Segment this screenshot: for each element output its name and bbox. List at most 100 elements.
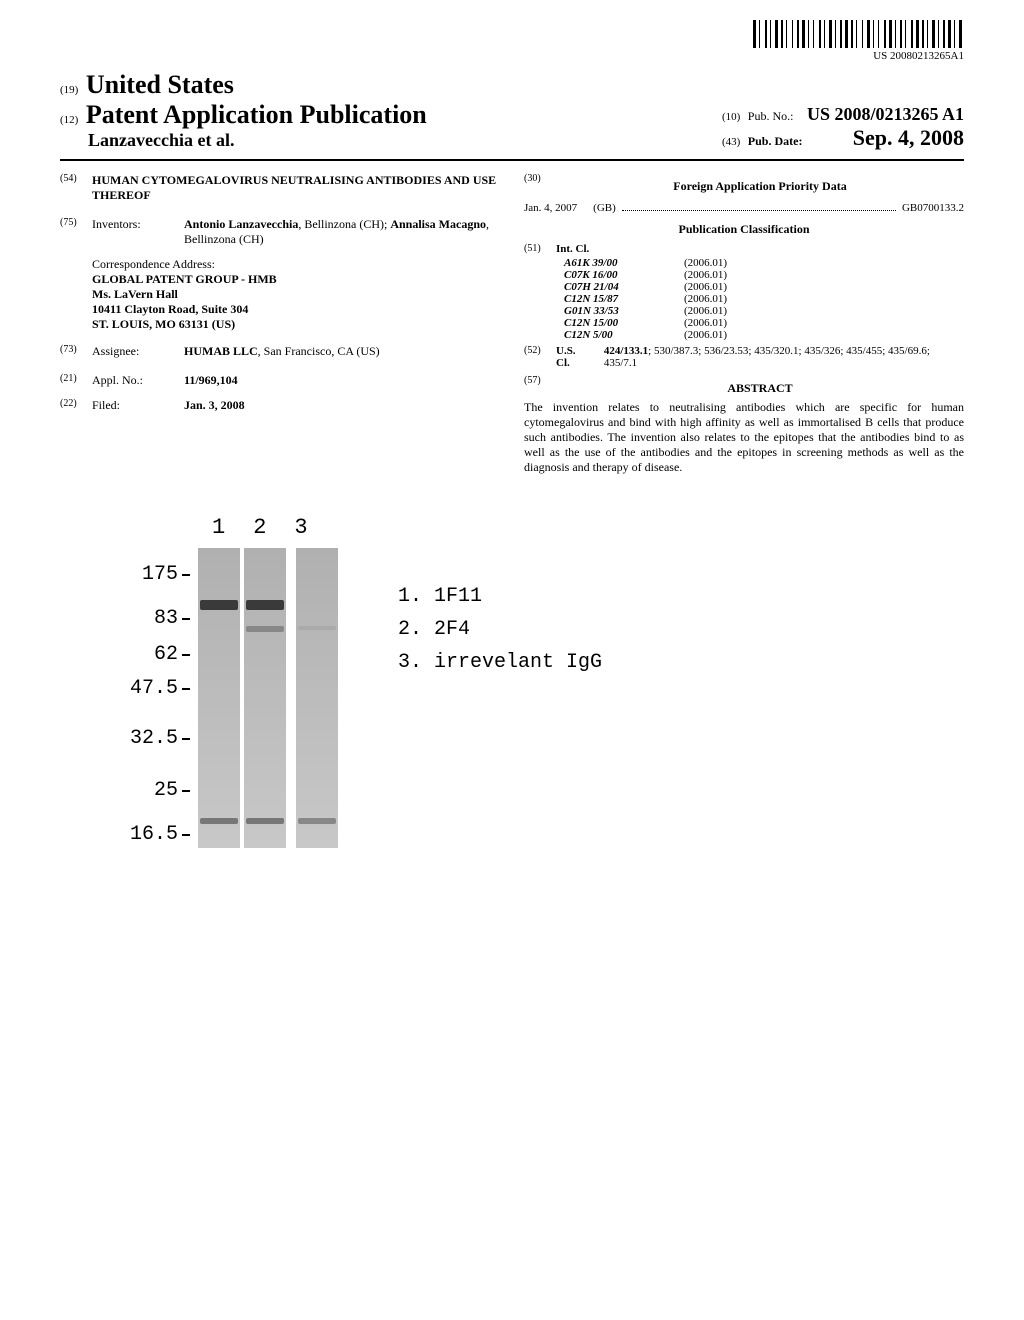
- country-line: (19) United States: [60, 70, 427, 100]
- gel-mw-marker: 16.5: [130, 823, 190, 846]
- assignee-label: Assignee:: [92, 344, 184, 359]
- intcl-item-year: (2006.01): [684, 269, 727, 281]
- intcl-item-year: (2006.01): [684, 329, 727, 341]
- assignee-value: HUMAB LLC, San Francisco, CA (US): [184, 344, 500, 359]
- intcl-code: (51): [524, 243, 556, 255]
- abstract-code: (57): [524, 375, 556, 396]
- barcode-graphic: [753, 20, 964, 48]
- country-code: (19): [60, 84, 78, 96]
- intcl-item-year: (2006.01): [684, 257, 727, 269]
- country: United States: [86, 70, 234, 99]
- gel-band: [246, 626, 284, 632]
- intcl-label: Int. Cl.: [556, 243, 589, 255]
- gel-lane: [296, 548, 338, 848]
- abstract-heading: ABSTRACT: [556, 381, 964, 396]
- title-field: (54) HUMAN CYTOMEGALOVIRUS NEUTRALISING …: [60, 173, 500, 203]
- intcl-row: G01N 33/53(2006.01): [564, 305, 964, 317]
- intcl-list: A61K 39/00(2006.01)C07K 16/00(2006.01)C0…: [564, 257, 964, 341]
- pub-type: Patent Application Publication: [86, 100, 427, 129]
- pub-date: Sep. 4, 2008: [853, 125, 964, 151]
- title-code: (54): [60, 173, 92, 203]
- applno-field: (21) Appl. No.: 11/969,104: [60, 373, 500, 388]
- correspondence-line2: Ms. LaVern Hall: [92, 287, 500, 302]
- legend-item: 3. irrevelant IgG: [398, 651, 602, 674]
- gel-lane: [244, 548, 286, 848]
- applno-label: Appl. No.:: [92, 373, 184, 388]
- uscl-rest: ; 530/387.3; 536/23.53; 435/320.1; 435/3…: [604, 345, 930, 369]
- uscl-field: (52) U.S. Cl. 424/133.1; 530/387.3; 536/…: [524, 345, 964, 369]
- priority-number: GB0700133.2: [902, 202, 964, 214]
- barcode-section: US 20080213265A1: [60, 20, 964, 64]
- inventors-field: (75) Inventors: Antonio Lanzavecchia, Be…: [60, 217, 500, 247]
- inventor-line: Lanzavecchia et al.: [88, 130, 427, 151]
- intcl-item-code: C07H 21/04: [564, 281, 684, 293]
- uscl-label: U.S. Cl.: [556, 345, 592, 369]
- gel-lane-label: 1: [212, 515, 225, 540]
- document-header: (19) United States (12) Patent Applicati…: [60, 70, 964, 161]
- gel-lane: [198, 548, 240, 848]
- intcl-row: C12N 5/00(2006.01): [564, 329, 964, 341]
- gel-mw-marker: 25: [154, 779, 190, 802]
- pub-type-code: (12): [60, 114, 78, 126]
- pub-no-label: Pub. No.:: [748, 109, 794, 123]
- barcode-number: US 20080213265A1: [753, 50, 964, 62]
- gel-band: [200, 600, 238, 610]
- intcl-row: A61K 39/00(2006.01): [564, 257, 964, 269]
- uscl-primary: 424/133.1: [604, 345, 648, 357]
- gel-band: [246, 600, 284, 610]
- gel-image: [198, 548, 338, 848]
- bibliographic-columns: (54) HUMAN CYTOMEGALOVIRUS NEUTRALISING …: [60, 173, 964, 475]
- priority-row: Jan. 4, 2007 (GB) GB0700133.2: [524, 202, 964, 214]
- pub-date-code: (43): [722, 136, 740, 148]
- gel-legend: 1. 1F112. 2F43. irrevelant IgG: [398, 585, 602, 851]
- intcl-row: C12N 15/87(2006.01): [564, 293, 964, 305]
- correspondence: Correspondence Address: GLOBAL PATENT GR…: [92, 257, 500, 332]
- gel-band: [298, 626, 336, 630]
- gel-mw-marker: 32.5: [130, 727, 190, 750]
- intcl-item-code: A61K 39/00: [564, 257, 684, 269]
- foreign-priority-code: (30): [524, 173, 556, 200]
- filed-label: Filed:: [92, 398, 184, 413]
- intcl-item-code: G01N 33/53: [564, 305, 684, 317]
- intcl-item-code: C07K 16/00: [564, 269, 684, 281]
- barcode: US 20080213265A1: [753, 20, 964, 62]
- applno-value: 11/969,104: [184, 373, 500, 388]
- legend-item: 2. 2F4: [398, 618, 602, 641]
- gel-band: [246, 818, 284, 824]
- priority-country: (GB): [593, 202, 616, 214]
- intcl-item-year: (2006.01): [684, 317, 727, 329]
- inventors-value: Antonio Lanzavecchia, Bellinzona (CH); A…: [184, 217, 500, 247]
- gel-mw-marker: 47.5: [130, 677, 190, 700]
- assignee-code: (73): [60, 344, 92, 359]
- gel-lane-labels: 123: [212, 515, 338, 540]
- intcl-item-code: C12N 15/87: [564, 293, 684, 305]
- intcl-row: C07K 16/00(2006.01): [564, 269, 964, 281]
- dotfill: [622, 202, 896, 211]
- left-column: (54) HUMAN CYTOMEGALOVIRUS NEUTRALISING …: [60, 173, 500, 475]
- gel-right: 123: [198, 515, 338, 848]
- intcl-field: (51) Int. Cl.: [524, 243, 964, 255]
- gel-band: [200, 818, 238, 824]
- pub-no-code: (10): [722, 111, 740, 123]
- gel-lane-label: 3: [294, 515, 307, 540]
- gel-band: [298, 818, 336, 824]
- intcl-row: C07H 21/04(2006.01): [564, 281, 964, 293]
- pub-type-line: (12) Patent Application Publication: [60, 100, 427, 130]
- filed-field: (22) Filed: Jan. 3, 2008: [60, 398, 500, 413]
- abstract-field: (57) ABSTRACT: [524, 375, 964, 396]
- gel-mw-marker: 62: [154, 643, 190, 666]
- pub-no-line: (10) Pub. No.: US 2008/0213265 A1: [722, 104, 964, 125]
- gel-mw-labels: 175836247.532.52516.5: [120, 551, 190, 851]
- uscl-code: (52): [524, 345, 556, 369]
- gel-left: 175836247.532.52516.5: [120, 515, 198, 851]
- intcl-item-year: (2006.01): [684, 305, 727, 317]
- pub-no: US 2008/0213265 A1: [807, 104, 964, 124]
- filed-value: Jan. 3, 2008: [184, 398, 500, 413]
- inventors-label: Inventors:: [92, 217, 184, 247]
- foreign-priority-field: (30) Foreign Application Priority Data: [524, 173, 964, 200]
- assignee-field: (73) Assignee: HUMAB LLC, San Francisco,…: [60, 344, 500, 359]
- right-column: (30) Foreign Application Priority Data J…: [524, 173, 964, 475]
- pub-date-line: (43) Pub. Date: Sep. 4, 2008: [722, 125, 964, 151]
- correspondence-line4: ST. LOUIS, MO 63131 (US): [92, 317, 500, 332]
- intcl-row: C12N 15/00(2006.01): [564, 317, 964, 329]
